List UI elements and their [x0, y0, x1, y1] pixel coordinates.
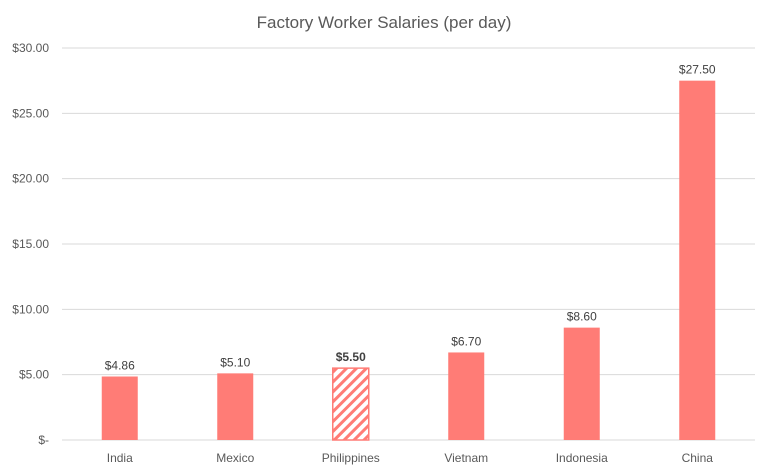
bar-indonesia [563, 327, 600, 440]
data-label-mexico: $5.10 [220, 355, 250, 369]
bar-india [101, 376, 138, 440]
bar-mexico [217, 373, 254, 440]
bars [101, 80, 716, 441]
bar-china [679, 80, 716, 441]
chart-title: Factory Worker Salaries (per day) [257, 13, 512, 32]
bar-vietnam [448, 352, 485, 440]
data-label-india: $4.86 [105, 358, 135, 372]
y-tick-label: $25.00 [12, 106, 49, 120]
data-label-china: $27.50 [679, 63, 716, 77]
data-labels: $4.86 $5.10 $5.50 $6.70 $8.60 $27.50 [105, 63, 716, 373]
y-tick-label: $20.00 [12, 172, 49, 186]
x-tick-label: Mexico [216, 451, 254, 465]
y-tick-label: $- [38, 433, 49, 447]
data-label-philippines: $5.50 [336, 350, 366, 364]
data-label-vietnam: $6.70 [451, 334, 481, 348]
data-label-indonesia: $8.60 [567, 310, 597, 324]
y-tick-label: $5.00 [19, 368, 49, 382]
bar-philippines [332, 367, 370, 441]
x-tick-label: Indonesia [556, 451, 608, 465]
y-tick-label: $15.00 [12, 237, 49, 251]
x-tick-label: China [682, 451, 714, 465]
x-tick-label: India [107, 451, 133, 465]
x-axis-tick-labels: India Mexico Philippines Vietnam Indonesia Ch… [107, 451, 714, 465]
y-tick-label: $10.00 [12, 302, 49, 316]
x-tick-label: Philippines [322, 451, 380, 465]
gridlines [62, 47, 755, 441]
y-tick-label: $30.00 [12, 41, 49, 55]
y-axis-tick-labels: $- $5.00 $10.00 $15.00 $20.00 $25.00 $30.00 [12, 41, 49, 447]
x-tick-label: Vietnam [444, 451, 488, 465]
